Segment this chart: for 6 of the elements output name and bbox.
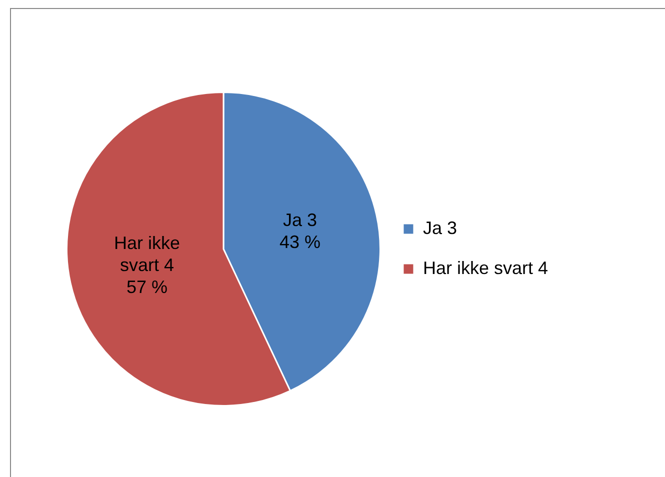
legend-label: Har ikke svart 4 <box>422 258 548 278</box>
legend-label: Ja 3 <box>422 218 457 238</box>
data-label: 57 % <box>126 277 168 298</box>
slice-label: Ja 3 <box>282 210 317 230</box>
data-label: 43 % <box>279 232 320 252</box>
slice-label: Har ikke svart 4 <box>114 233 180 276</box>
